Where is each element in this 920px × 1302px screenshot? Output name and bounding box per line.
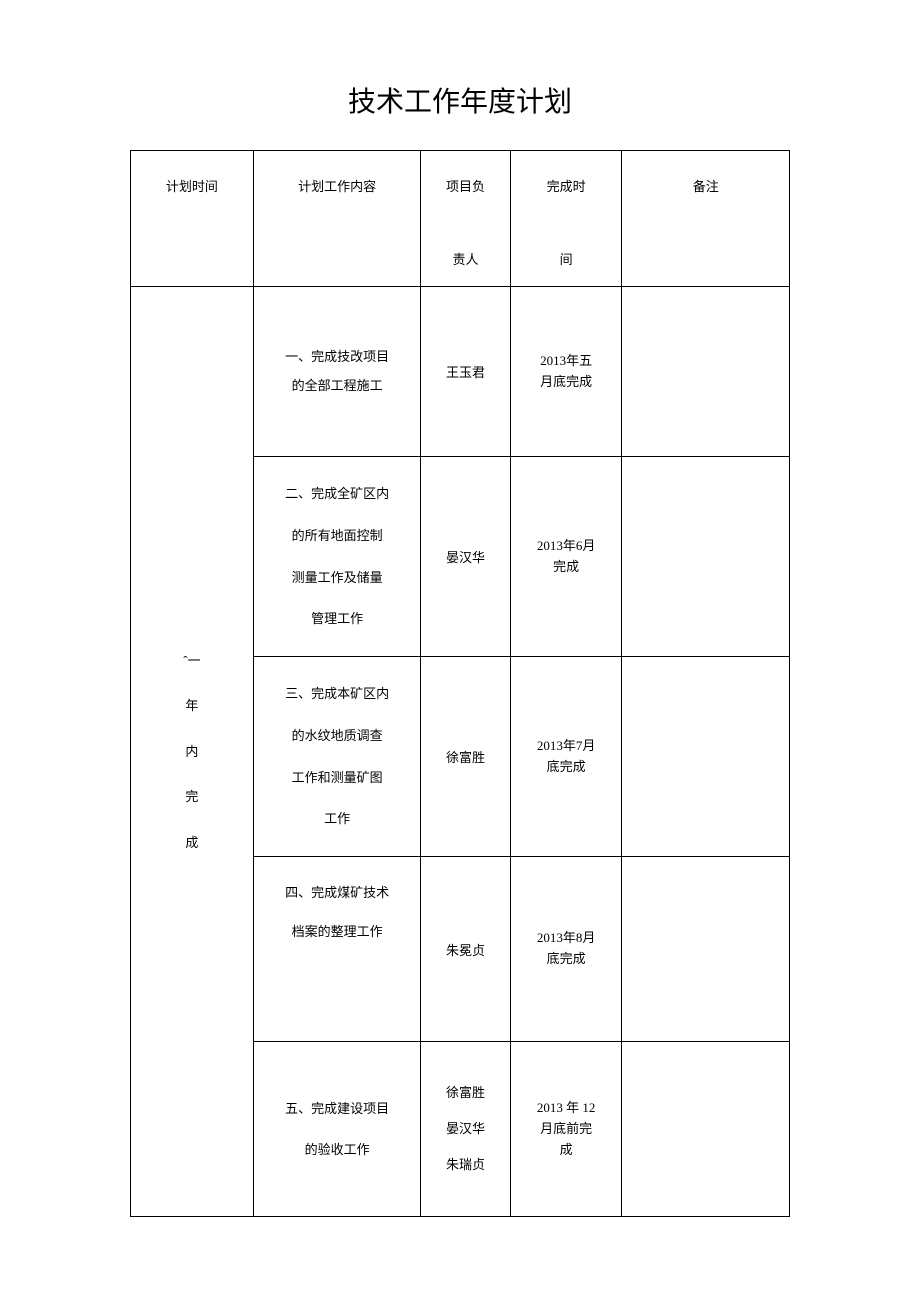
content-line: 的全部工程施工 [292, 378, 383, 393]
content-cell: 三、完成本矿区内 的水纹地质调查 工作和测量矿图 工作 [253, 657, 421, 857]
complete-line: 月底完成 [540, 374, 592, 389]
header-complete-line2: 间 [560, 252, 573, 267]
person-cell: 朱冕贞 [421, 857, 510, 1042]
complete-cell: 2013年7月 底完成 [510, 657, 622, 857]
content-line: 档案的整理工作 [292, 924, 383, 939]
person-cell: 徐富胜 [421, 657, 510, 857]
table-header-row: 计划时间 计划工作内容 项目负 责人 完成时 间 备注 [131, 151, 790, 287]
header-person: 项目负 责人 [421, 151, 510, 287]
complete-line: 完成 [553, 559, 579, 574]
person-line: 晏汉华 [446, 1121, 485, 1136]
complete-cell: 2013年五 月底完成 [510, 287, 622, 457]
header-person-line2: 责人 [453, 252, 479, 267]
complete-cell: 2013年6月 完成 [510, 457, 622, 657]
complete-cell: 2013 年 12 月底前完 成 [510, 1042, 622, 1217]
time-line: 完 [135, 774, 249, 820]
note-cell [622, 457, 790, 657]
complete-line: 成 [560, 1142, 573, 1157]
content-line: 二、完成全矿区内 [285, 486, 389, 501]
content-line: 五、完成建设项目 [285, 1101, 389, 1116]
header-content: 计划工作内容 [253, 151, 421, 287]
content-cell: 一、完成技改项目 的全部工程施工 [253, 287, 421, 457]
table-row: ˆ一 年 内 完 成 一、完成技改项目 的全部工程施工 王玉君 2013年五 月… [131, 287, 790, 457]
content-line: 工作 [324, 811, 350, 826]
time-line: 成 [135, 820, 249, 866]
content-line: 管理工作 [311, 611, 363, 626]
header-complete: 完成时 间 [510, 151, 622, 287]
person-cell: 晏汉华 [421, 457, 510, 657]
complete-line: 底完成 [547, 951, 586, 966]
content-cell: 二、完成全矿区内 的所有地面控制 测量工作及储量 管理工作 [253, 457, 421, 657]
person-line: 徐富胜 [446, 1085, 485, 1100]
content-line: 三、完成本矿区内 [285, 686, 389, 701]
time-line: 年 [135, 683, 249, 729]
person-cell: 徐富胜 晏汉华 朱瑞贞 [421, 1042, 510, 1217]
complete-line: 底完成 [547, 759, 586, 774]
page-title: 技术工作年度计划 [130, 80, 790, 120]
complete-cell: 2013年8月 底完成 [510, 857, 622, 1042]
content-line: 的所有地面控制 [292, 528, 383, 543]
header-person-line1: 项目负 [446, 179, 485, 194]
complete-line: 月底前完 [540, 1121, 592, 1136]
complete-line: 2013年6月 [537, 538, 596, 553]
header-complete-line1: 完成时 [547, 179, 586, 194]
header-time: 计划时间 [131, 151, 254, 287]
content-line: 测量工作及储量 [292, 570, 383, 585]
complete-line: 2013 年 12 [537, 1100, 596, 1115]
time-line: ˆ一 [135, 638, 249, 684]
content-line: 一、完成技改项目 [285, 349, 389, 364]
content-line: 的水纹地质调查 [292, 728, 383, 743]
complete-line: 2013年8月 [537, 930, 596, 945]
note-cell [622, 287, 790, 457]
note-cell [622, 1042, 790, 1217]
person-cell: 王玉君 [421, 287, 510, 457]
complete-line: 2013年五 [540, 353, 592, 368]
content-line: 四、完成煤矿技术 [285, 885, 389, 900]
time-line: 内 [135, 729, 249, 775]
complete-line: 2013年7月 [537, 738, 596, 753]
person-line: 朱瑞贞 [446, 1157, 485, 1172]
note-cell [622, 657, 790, 857]
plan-table: 计划时间 计划工作内容 项目负 责人 完成时 间 备注 ˆ一 年 内 完 成 一… [130, 150, 790, 1217]
content-line: 的验收工作 [305, 1142, 370, 1157]
note-cell [622, 857, 790, 1042]
content-cell: 四、完成煤矿技术 档案的整理工作 [253, 857, 421, 1042]
merged-time-cell: ˆ一 年 内 完 成 [131, 287, 254, 1217]
content-line: 工作和测量矿图 [292, 770, 383, 785]
header-note: 备注 [622, 151, 790, 287]
content-cell: 五、完成建设项目 的验收工作 [253, 1042, 421, 1217]
